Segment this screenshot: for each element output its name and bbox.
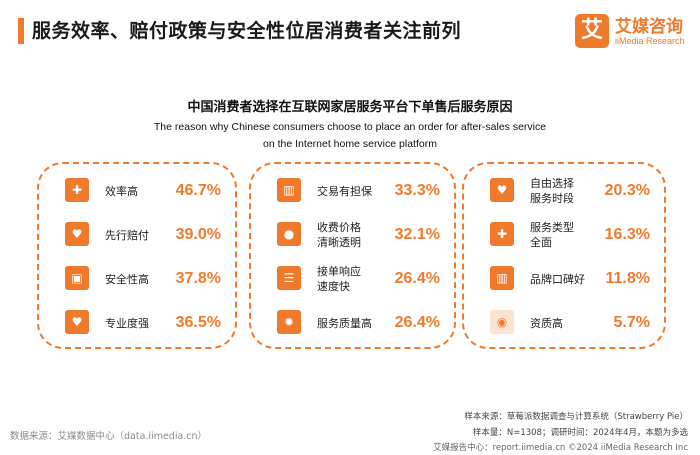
reason-label: 服务类型 全面 (530, 221, 574, 249)
reason-label: 安全性高 (105, 272, 149, 286)
reason-item: ◉ 资质高 5.7% (464, 308, 664, 338)
reason-item: ▥ 交易有担保 33.3% (251, 176, 454, 206)
signal-icon: ◉ (490, 310, 514, 334)
reason-value: 36.5% (175, 314, 221, 331)
reason-item: ♥ 自由选择 服务时段 20.3% (464, 176, 664, 206)
reason-value: 39.0% (175, 226, 221, 243)
page-title: 服务效率、赔付政策与安全性位居消费者关注前列 (32, 20, 462, 42)
logo-cn-text: 艾媒咨询 (615, 17, 683, 37)
gift-icon: ▥ (490, 266, 514, 290)
heart-icon: ♥ (65, 222, 89, 246)
reason-item: ▥ 品牌口碑好 11.8% (464, 264, 664, 294)
reason-value: 33.3% (394, 182, 440, 199)
list-icon: ☰ (277, 266, 301, 290)
reason-item: ☰ 接单响应 速度快 26.4% (251, 264, 454, 294)
data-source: 数据来源：艾媒数据中心（data.iimedia.cn） (10, 431, 208, 442)
reason-value: 26.4% (394, 314, 440, 331)
reason-label: 收费价格 清晰透明 (317, 221, 361, 249)
reason-item: ✹ 服务质量高 26.4% (251, 308, 454, 338)
reason-item: ▣ 安全性高 37.8% (39, 264, 235, 294)
reason-item: ● 收费价格 清晰透明 32.1% (251, 220, 454, 250)
reason-value: 37.8% (175, 270, 221, 287)
reason-item: ♥ 专业度强 36.5% (39, 308, 235, 338)
box-icon: ▣ (65, 266, 89, 290)
sample-info: 样本量：N=1308；调研时间：2024年4月，本题为多选 (472, 428, 688, 438)
heart-icon: ♥ (490, 178, 514, 202)
reason-value: 20.3% (604, 182, 650, 199)
reason-value: 46.7% (175, 182, 221, 199)
gift-icon: ▥ (277, 178, 301, 202)
reason-group-2: ▥ 交易有担保 33.3% ● 收费价格 清晰透明 32.1% ☰ 接单响应 速度快 26.4%… (249, 162, 456, 349)
coin-icon: ● (277, 222, 301, 246)
iimedia-logo: 艾 艾媒咨询 iiMedia Research (575, 12, 695, 54)
logo-en-text: iiMedia Research (615, 36, 685, 46)
reason-item: ✚ 服务类型 全面 16.3% (464, 220, 664, 250)
chart-subtitle-line-1: The reason why Chinese consumers choose … (153, 121, 547, 133)
logo-mark: 艾 (575, 14, 609, 48)
reason-value: 16.3% (604, 226, 650, 243)
report-center: 艾媒报告中心：report.iimedia.cn ©2024 iiMedia R… (433, 443, 688, 453)
reason-value: 5.7% (613, 314, 650, 331)
chart-subtitle-line-2: on the Internet home service platform (263, 138, 437, 150)
plus-icon: ✚ (490, 222, 514, 246)
reason-group-1: ✚ 效率高 46.7% ♥ 先行赔付 39.0% ▣ 安全性高 37.8% ♥ 专业度强 36.5% (37, 162, 237, 349)
reason-label: 品牌口碑好 (530, 272, 585, 286)
reason-label: 资质高 (530, 316, 563, 330)
reason-label: 服务质量高 (317, 316, 372, 330)
reason-label: 交易有担保 (317, 184, 372, 198)
reason-group-3: ♥ 自由选择 服务时段 20.3% ✚ 服务类型 全面 16.3% ▥ 品牌口碑好 11.8% ◉… (462, 162, 666, 349)
title-accent-bar (18, 18, 24, 44)
reason-value: 11.8% (605, 270, 650, 287)
reason-value: 32.1% (394, 226, 440, 243)
reason-item: ✚ 效率高 46.7% (39, 176, 235, 206)
heart-shield-icon: ♥ (65, 310, 89, 334)
plus-icon: ✚ (65, 178, 89, 202)
reason-label: 效率高 (105, 184, 138, 198)
reason-label: 自由选择 服务时段 (530, 177, 574, 205)
reason-label: 接单响应 速度快 (317, 265, 361, 293)
badge-icon: ✹ (277, 310, 301, 334)
sample-source: 样本来源：草莓派数据调查与计算系统（Strawberry Pie） (464, 412, 688, 422)
reason-item: ♥ 先行赔付 39.0% (39, 220, 235, 250)
reason-value: 26.4% (394, 270, 440, 287)
chart-title: 中国消费者选择在互联网家居服务平台下单售后服务原因 (187, 100, 513, 115)
reason-label: 专业度强 (105, 316, 149, 330)
reason-label: 先行赔付 (105, 228, 149, 242)
